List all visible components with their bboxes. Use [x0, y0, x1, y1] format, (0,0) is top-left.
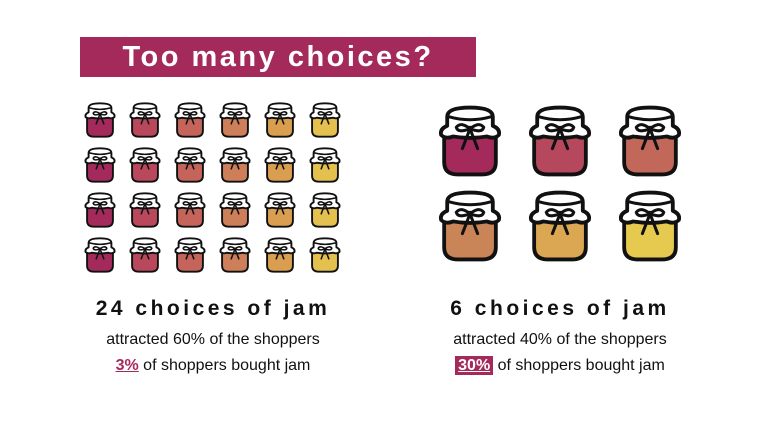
jam-jar-icon — [612, 103, 688, 179]
right-heading: 6 choices of jam — [450, 297, 670, 320]
right-bought-percent: 30% — [455, 356, 494, 375]
jam-jar-icon — [306, 146, 344, 184]
left-attracted: attracted 60% of the shoppers — [106, 331, 320, 348]
right-panel: 6 choices of jam attracted 40% of the sh… — [410, 297, 710, 379]
jam-jar-icon — [171, 236, 209, 274]
page-title: Too many choices? — [80, 37, 476, 77]
jam-jar-icon — [261, 236, 299, 274]
jam-jar-icon — [81, 191, 119, 229]
jam-jar-icon — [612, 188, 688, 264]
jam-jar-icon — [432, 188, 508, 264]
left-heading: 24 choices of jam — [95, 297, 331, 320]
jam-jar-icon — [126, 146, 164, 184]
jam-jar-icon — [261, 191, 299, 229]
jam-jar-icon — [81, 146, 119, 184]
jam-jar-icon — [81, 236, 119, 274]
jam-jar-icon — [306, 101, 344, 139]
jam-jar-icon — [216, 146, 254, 184]
left-panel: 24 choices of jam attracted 60% of the s… — [63, 297, 363, 379]
jam-jar-icon — [216, 236, 254, 274]
jam-jar-icon — [171, 191, 209, 229]
jam-jar-icon — [126, 101, 164, 139]
jam-jar-icon — [522, 103, 598, 179]
jam-jar-icon — [216, 101, 254, 139]
left-bought-text: of shoppers bought jam — [138, 357, 311, 374]
jam-jar-icon — [306, 236, 344, 274]
right-bought: 30% of shoppers bought jam — [410, 353, 710, 379]
jam-jar-icon — [81, 101, 119, 139]
jam-jar-icon — [261, 146, 299, 184]
jam-jar-icon — [171, 101, 209, 139]
right-attracted: attracted 40% of the shoppers — [453, 331, 667, 348]
jam-jar-icon — [306, 191, 344, 229]
jam-jar-icon — [432, 103, 508, 179]
jam-jar-icon — [171, 146, 209, 184]
jam-jar-icon — [216, 191, 254, 229]
jam-jar-icon — [126, 236, 164, 274]
jam-jar-icon — [522, 188, 598, 264]
jam-jar-icon — [126, 191, 164, 229]
right-bought-text: of shoppers bought jam — [493, 357, 665, 374]
left-bought: 3% of shoppers bought jam — [63, 353, 363, 379]
left-bought-percent: 3% — [115, 357, 139, 374]
jam-jar-icon — [261, 101, 299, 139]
